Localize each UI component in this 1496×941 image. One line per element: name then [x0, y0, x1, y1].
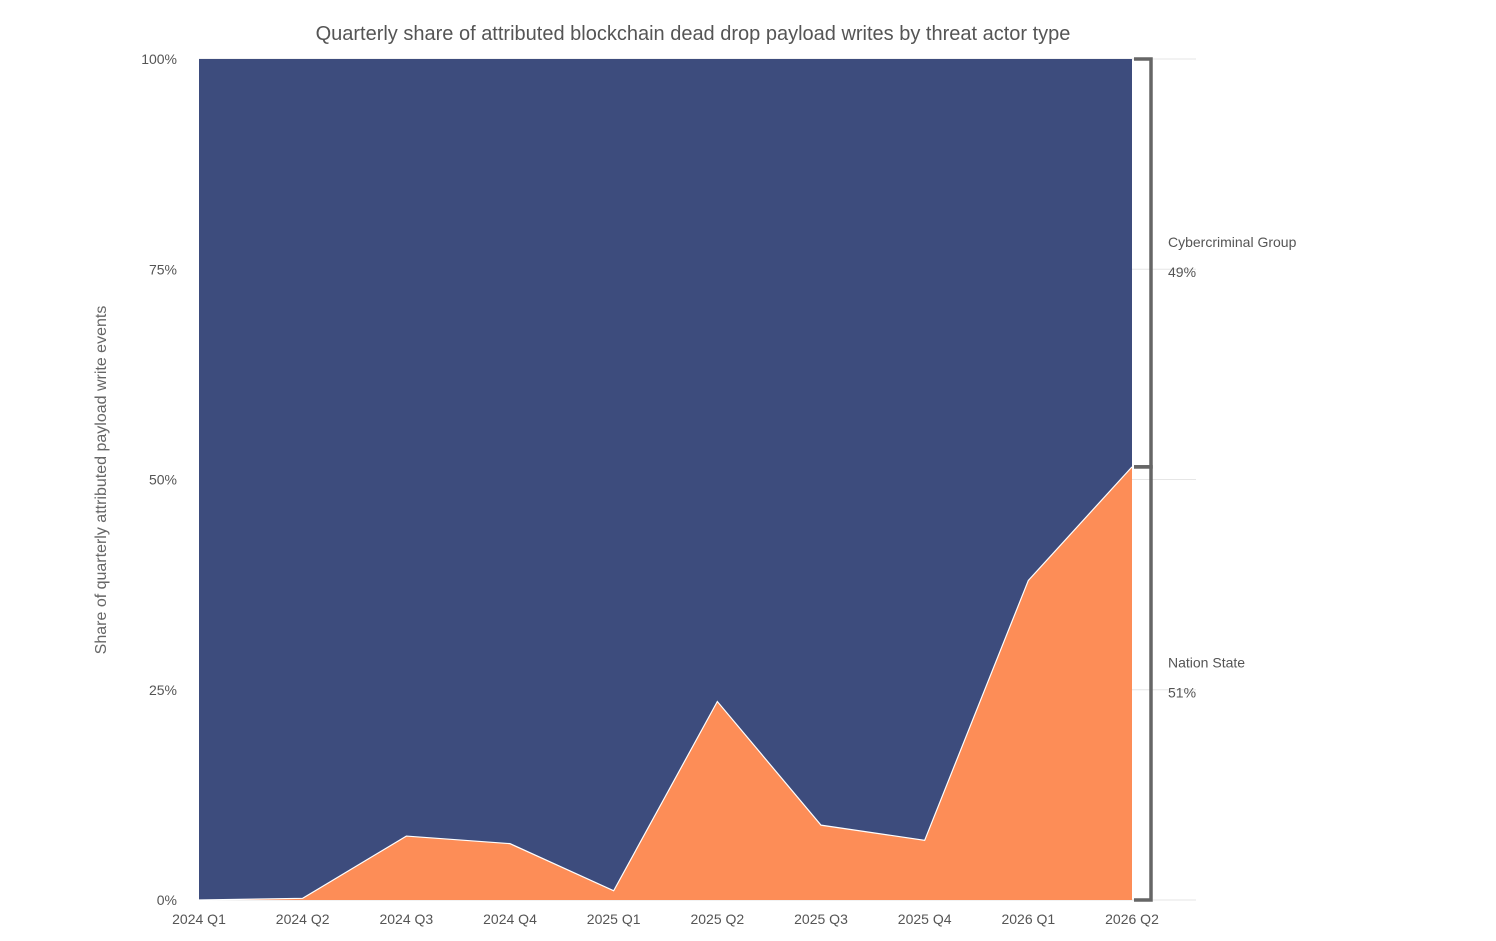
y-tick-label: 50%: [149, 472, 177, 488]
x-tick-label: 2025 Q2: [690, 911, 744, 927]
annotation-label-cybercriminal-group: Cybercriminal Group: [1168, 234, 1297, 250]
y-tick-label: 100%: [141, 51, 177, 67]
y-axis-label: Share of quarterly attributed payload wr…: [93, 306, 110, 655]
y-tick-label: 75%: [149, 261, 177, 277]
bracket-cybercriminal-group: [1134, 57, 1153, 469]
x-tick-label: 2025 Q1: [587, 911, 641, 927]
x-tick-label: 2026 Q1: [1001, 911, 1055, 927]
x-axis-ticks: 2024 Q1 2024 Q2 2024 Q3 2024 Q4 2025 Q1 2025 …: [172, 911, 1159, 927]
share-brackets: [1134, 57, 1153, 902]
x-tick-label: 2025 Q4: [898, 911, 952, 927]
annotation-label-nation-state: Nation State: [1168, 654, 1245, 670]
area-nation-state: [199, 466, 1132, 900]
y-tick-label: 25%: [149, 682, 177, 698]
chart-title: Quarterly share of attributed blockchain…: [316, 23, 1071, 45]
x-tick-label: 2025 Q3: [794, 911, 848, 927]
y-axis-ticks: 0% 25% 50% 75% 100%: [141, 51, 177, 908]
x-tick-label: 2024 Q1: [172, 911, 226, 927]
area-cybercriminal-group: [199, 59, 1132, 900]
area-series-group: [198, 59, 1133, 901]
annotation-value-nation-state: 51%: [1168, 684, 1196, 700]
x-tick-label: 2024 Q4: [483, 911, 537, 927]
x-tick-label: 2024 Q3: [379, 911, 433, 927]
area-boundary-line: [198, 466, 1133, 901]
x-tick-label: 2024 Q2: [276, 911, 330, 927]
x-tick-label: 2026 Q2: [1105, 911, 1159, 927]
annotation-value-cybercriminal-group: 49%: [1168, 264, 1196, 280]
y-tick-label: 0%: [157, 892, 177, 908]
bracket-nation-state: [1134, 465, 1153, 902]
series-annotations: Nation State 51% Cybercriminal Group 49%: [1168, 234, 1297, 701]
